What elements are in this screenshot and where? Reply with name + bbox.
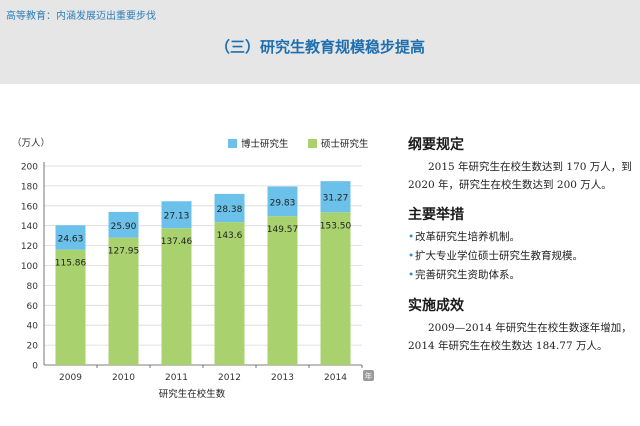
y-tick-label: 60 xyxy=(27,302,39,312)
chart-container: 0 20 40 60 80 100 120 140 160 180 200 （万人） 博士研究生 硕士研究… xyxy=(0,130,380,410)
legend-swatch xyxy=(308,139,317,148)
data-label: 149.57 xyxy=(267,225,299,235)
data-label: 137.46 xyxy=(161,237,193,247)
info-panel: 纲要规定 2015 年研究生在校生数达到 170 万人，到 2020 年，研究生… xyxy=(408,134,636,355)
y-tick-label: 120 xyxy=(21,242,38,252)
bar-master xyxy=(108,237,139,365)
bullet-icon: • xyxy=(408,269,415,281)
data-label: 143.6 xyxy=(217,231,243,241)
y-tick-label: 0 xyxy=(32,362,38,372)
data-label: 29.83 xyxy=(270,198,296,208)
list-item-text: 改革研究生培养机制。 xyxy=(415,231,520,243)
y-tick-label: 100 xyxy=(21,262,38,272)
bar-master xyxy=(267,216,298,365)
bar-master xyxy=(161,228,192,365)
x-axis-label: 研究生在校生数 xyxy=(159,388,226,400)
list-item: • 完善研究生资助体系。 xyxy=(408,266,636,285)
y-tick-label: 40 xyxy=(27,322,39,332)
bullet-icon: • xyxy=(408,231,415,243)
section-text-results: 2009—2014 年研究生在校生数逐年增加，2014 年研究生在校生数达 18… xyxy=(408,322,632,352)
bar-doctor xyxy=(55,225,86,250)
legend-label: 硕士研究生 xyxy=(321,138,369,150)
legend-swatch xyxy=(228,139,237,148)
data-label: 28.38 xyxy=(217,205,243,215)
x-tick-label: 2013 xyxy=(271,373,294,383)
x-tick-label: 2010 xyxy=(112,373,135,383)
year-badge-label: 年 xyxy=(365,371,373,381)
data-label: 27.13 xyxy=(164,212,190,222)
bar-master xyxy=(320,212,351,365)
data-label: 31.27 xyxy=(323,194,349,204)
data-label: 127.95 xyxy=(108,247,140,257)
x-tick-label: 2011 xyxy=(165,373,188,383)
breadcrumb: 高等教育：内涵发展迈出重要步伐 xyxy=(6,11,156,22)
bar-master xyxy=(214,222,245,365)
legend-label: 博士研究生 xyxy=(241,138,289,150)
x-tick-label: 2009 xyxy=(59,373,82,383)
data-label: 153.50 xyxy=(320,221,352,231)
bar-doctor xyxy=(267,186,298,217)
bullet-icon: • xyxy=(408,250,415,262)
bar-doctor xyxy=(108,211,139,238)
bar-master xyxy=(55,249,86,365)
bar-doctor xyxy=(214,193,245,223)
section-text-plan: 2015 年研究生在校生数达到 170 万人，到 2020 年，研究生在校生数达… xyxy=(408,161,632,191)
list-item-text: 扩大专业学位硕士研究生教育规模。 xyxy=(415,250,583,262)
list-item: • 扩大专业学位硕士研究生教育规模。 xyxy=(408,247,636,266)
bar-doctor xyxy=(320,181,351,213)
list-item: • 改革研究生培养机制。 xyxy=(408,228,636,247)
section-title-plan: 纲要规定 xyxy=(408,137,464,153)
measures-list: • 改革研究生培养机制。 • 扩大专业学位硕士研究生教育规模。 • 完善研究生资助体系… xyxy=(408,228,636,285)
data-label: 25.90 xyxy=(111,222,137,232)
page-title: （三）研究生教育规模稳步提高 xyxy=(214,38,425,56)
y-tick-label: 200 xyxy=(21,163,38,173)
y-axis-label: （万人） xyxy=(12,137,50,149)
list-item-text: 完善研究生资助体系。 xyxy=(415,269,520,281)
year-badge xyxy=(363,370,374,381)
y-tick-label: 160 xyxy=(21,202,38,212)
y-tick-label: 180 xyxy=(21,182,38,192)
x-tick-label: 2012 xyxy=(218,373,241,383)
y-tick-label: 20 xyxy=(27,342,39,352)
x-tick-label: 2014 xyxy=(324,373,347,383)
data-label: 115.86 xyxy=(55,259,87,269)
bar-doctor xyxy=(161,201,192,229)
section-title-measures: 主要举措 xyxy=(408,207,464,223)
y-tick-label: 140 xyxy=(21,222,38,232)
y-tick-label: 80 xyxy=(27,282,39,292)
header-bar: 高等教育：内涵发展迈出重要步伐 （三）研究生教育规模稳步提高 xyxy=(0,0,640,84)
section-title-results: 实施成效 xyxy=(408,298,464,314)
stacked-bar-chart: 0 20 40 60 80 100 120 140 160 180 200 （万人） 博士研究生 硕士研究… xyxy=(12,137,374,400)
data-label: 24.63 xyxy=(58,234,84,244)
